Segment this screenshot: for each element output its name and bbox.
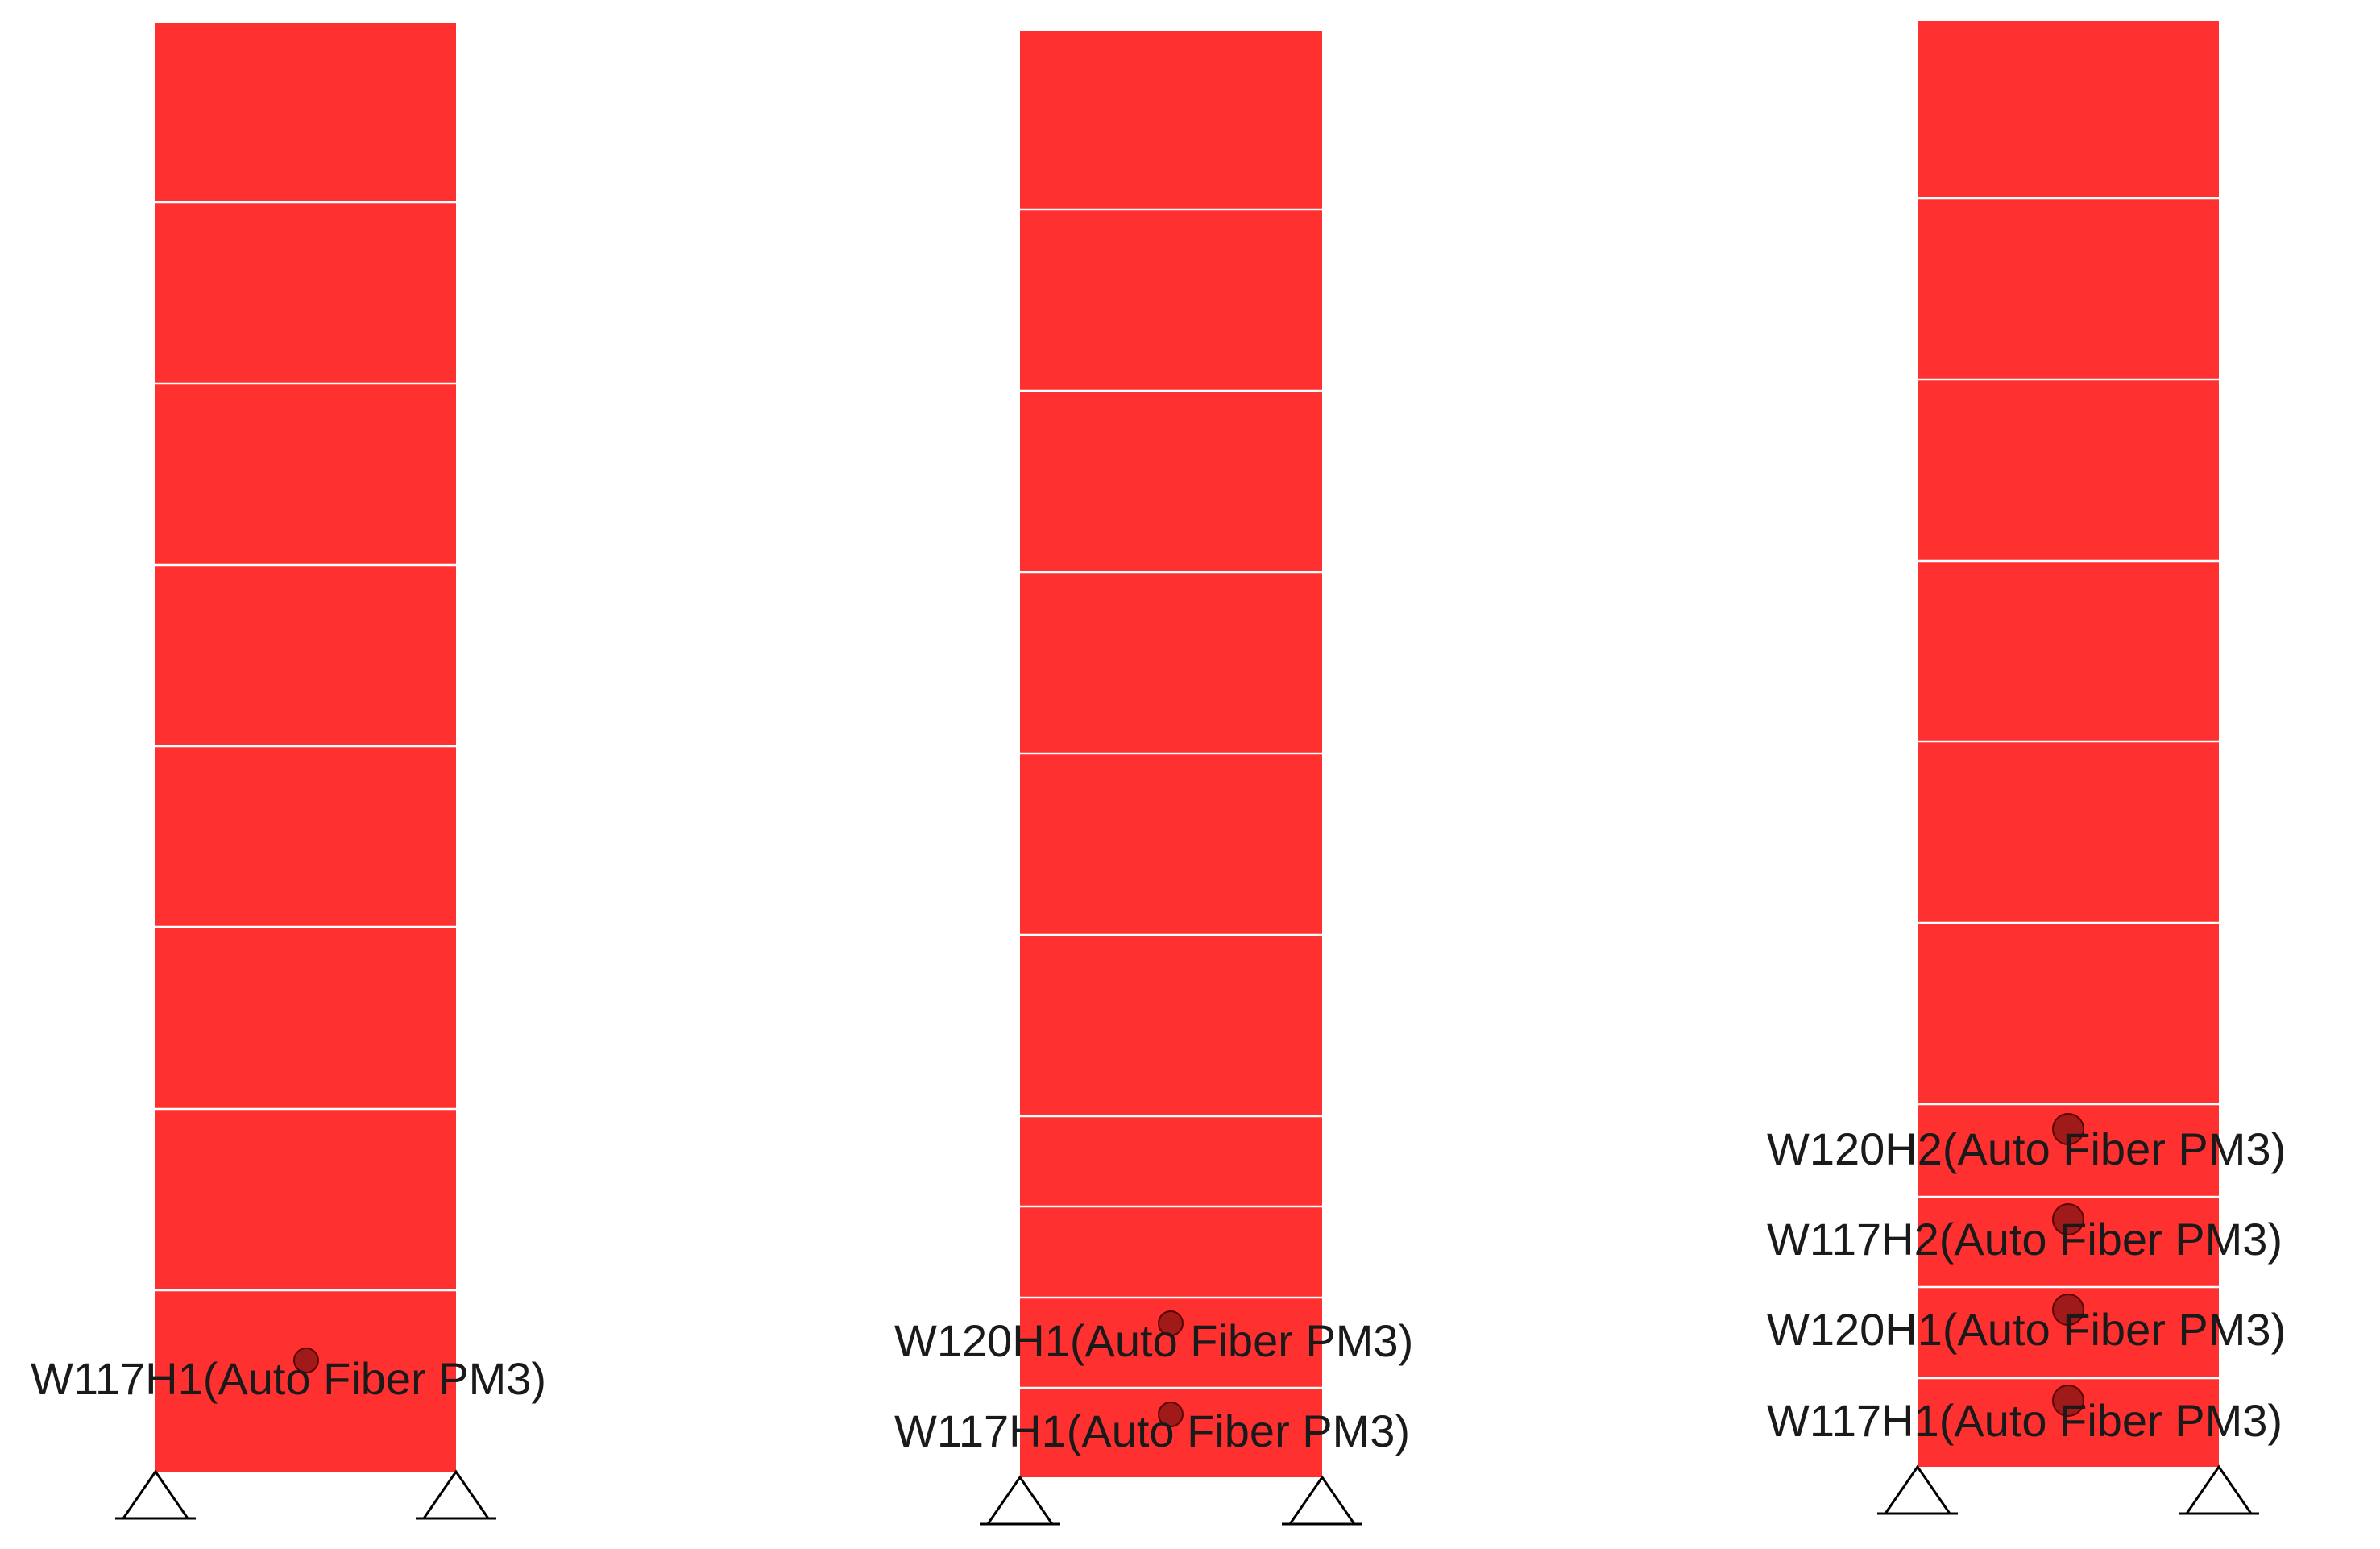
wall-model-1: W117H1(Auto Fiber PM3) [31, 23, 546, 1520]
hinge-label: W120H1(Auto Fiber PM3) [894, 1315, 1413, 1366]
hinge-marker-icon[interactable] [2052, 1294, 2084, 1326]
pin-support-icon [115, 1469, 196, 1520]
hinge-label: W117H1(Auto Fiber PM3) [31, 1353, 546, 1404]
hinge-marker-icon[interactable] [1158, 1310, 1184, 1336]
hinge-label: W117H2(Auto Fiber PM3) [1767, 1214, 2283, 1265]
hinge-label: W117H1(Auto Fiber PM3) [894, 1406, 1410, 1456]
hinge-label: W120H1(Auto Fiber PM3) [1767, 1304, 2286, 1355]
hinge-marker-icon[interactable] [293, 1348, 319, 1373]
pin-support-icon [980, 1475, 1060, 1526]
hinge-label: W120H2(Auto Fiber PM3) [1767, 1123, 2286, 1174]
wall-model-2: W120H1(Auto Fiber PM3) W117H1(Auto Fiber … [894, 31, 1413, 1526]
wall-model-3: W120H2(Auto Fiber PM3) W117H2(Auto Fiber … [1767, 21, 2286, 1515]
hinge-marker-icon[interactable] [1158, 1402, 1184, 1427]
pin-support-icon [1282, 1475, 1362, 1526]
pin-support-icon [2179, 1464, 2259, 1515]
hinge-marker-icon[interactable] [2052, 1113, 2084, 1145]
pin-support-icon [1877, 1464, 1958, 1515]
hinge-marker-icon[interactable] [2052, 1385, 2084, 1417]
hinge-label: W117H1(Auto Fiber PM3) [1767, 1395, 2283, 1446]
pin-support-icon [416, 1469, 496, 1520]
hinge-marker-icon[interactable] [2052, 1203, 2084, 1235]
